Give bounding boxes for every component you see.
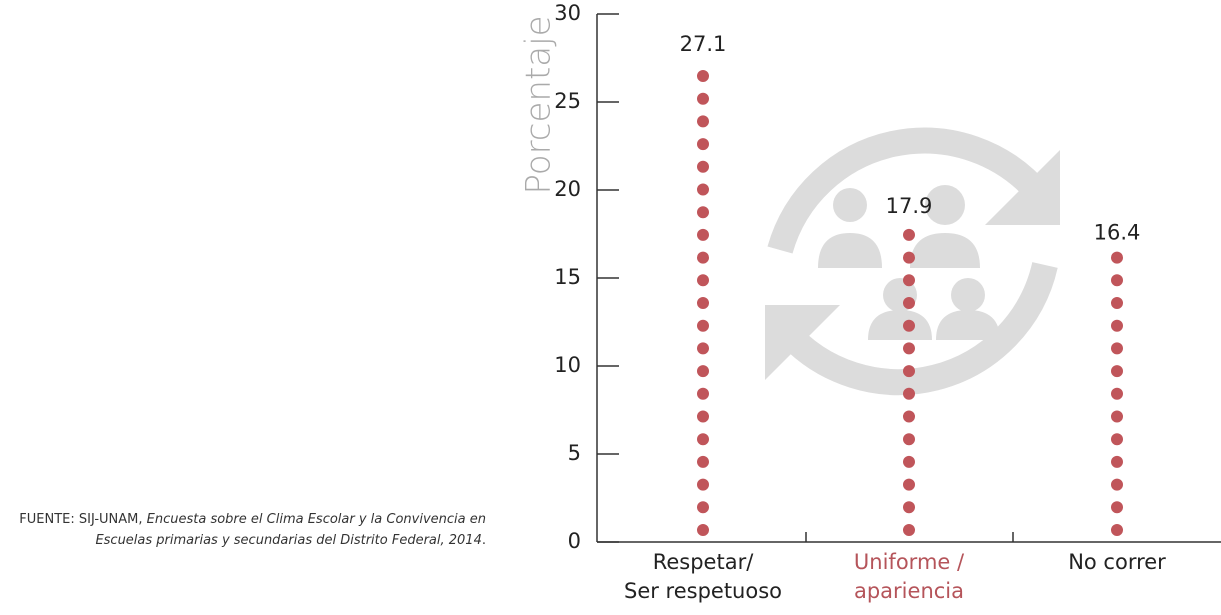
y-tick-label: 5 — [568, 441, 581, 465]
value-label: 16.4 — [1094, 220, 1141, 244]
value-label: 17.9 — [886, 194, 933, 218]
y-tick-label: 15 — [554, 265, 581, 289]
source-title: Encuesta sobre el Clima Escolar y la Con… — [95, 512, 486, 548]
page: Porcentaje 0 5 10 15 20 25 30 27.1 17.9 16.4 FUEN… — [0, 0, 1221, 615]
y-tick-label: 30 — [554, 1, 581, 25]
y-axis-label: Porcentaje — [519, 15, 559, 194]
source-suffix: . — [482, 533, 486, 548]
y-tick-label: 20 — [554, 177, 581, 201]
y-tick-label: 10 — [554, 353, 581, 377]
source-prefix: FUENTE: SIJ-UNAM, — [19, 512, 146, 527]
y-tick-label: 0 — [568, 529, 581, 553]
value-label: 27.1 — [680, 32, 727, 56]
x-tick-label: No correr — [1017, 548, 1217, 577]
x-tick-label: Respetar/ Ser respetuoso — [603, 548, 803, 606]
source-note: FUENTE: SIJ-UNAM, Encuesta sobre el Clim… — [4, 509, 486, 551]
x-tick-label: Uniforme / apariencia — [809, 548, 1009, 606]
y-tick-label: 25 — [554, 89, 581, 113]
